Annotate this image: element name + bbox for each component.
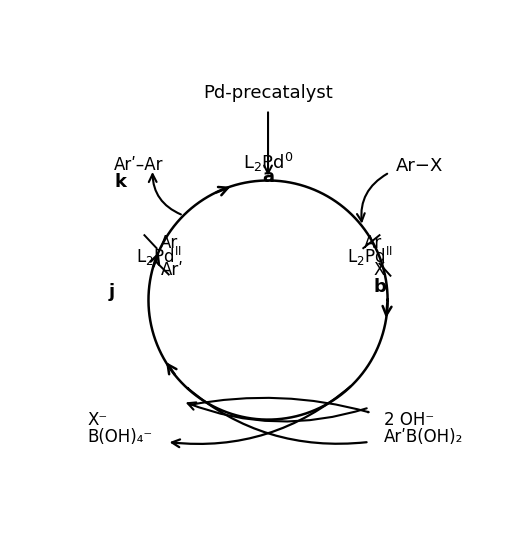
Text: $\mathdefault{L_2Pd^0}$: $\mathdefault{L_2Pd^0}$ (243, 151, 293, 174)
Text: B(OH)₄⁻: B(OH)₄⁻ (88, 428, 153, 446)
Text: $\mathdefault{L_2Pd^{II}}$: $\mathdefault{L_2Pd^{II}}$ (347, 245, 393, 268)
FancyArrowPatch shape (357, 174, 387, 221)
FancyArrowPatch shape (187, 388, 367, 444)
Text: ArʹB(OH)₂: ArʹB(OH)₂ (383, 428, 463, 446)
Text: Ar: Ar (365, 234, 382, 252)
Text: Pd-precatalyst: Pd-precatalyst (203, 84, 333, 102)
Text: X: X (374, 261, 385, 279)
Text: Ar: Ar (160, 234, 178, 252)
Text: $\mathdefault{L_2Pd^{II}}$: $\mathdefault{L_2Pd^{II}}$ (137, 245, 182, 268)
Text: a: a (262, 168, 274, 186)
Text: Arʹ–Ar: Arʹ–Ar (113, 156, 163, 174)
Text: j: j (109, 283, 115, 301)
FancyArrowPatch shape (172, 387, 350, 447)
Text: b: b (373, 278, 386, 296)
Text: k: k (114, 173, 126, 191)
Text: X⁻: X⁻ (88, 411, 108, 430)
Text: Ar−X: Ar−X (396, 157, 443, 175)
Text: Arʹ: Arʹ (162, 261, 184, 279)
Text: 2 OH⁻: 2 OH⁻ (383, 411, 434, 430)
FancyArrowPatch shape (190, 398, 369, 412)
FancyArrowPatch shape (188, 403, 367, 421)
FancyArrowPatch shape (149, 174, 181, 214)
